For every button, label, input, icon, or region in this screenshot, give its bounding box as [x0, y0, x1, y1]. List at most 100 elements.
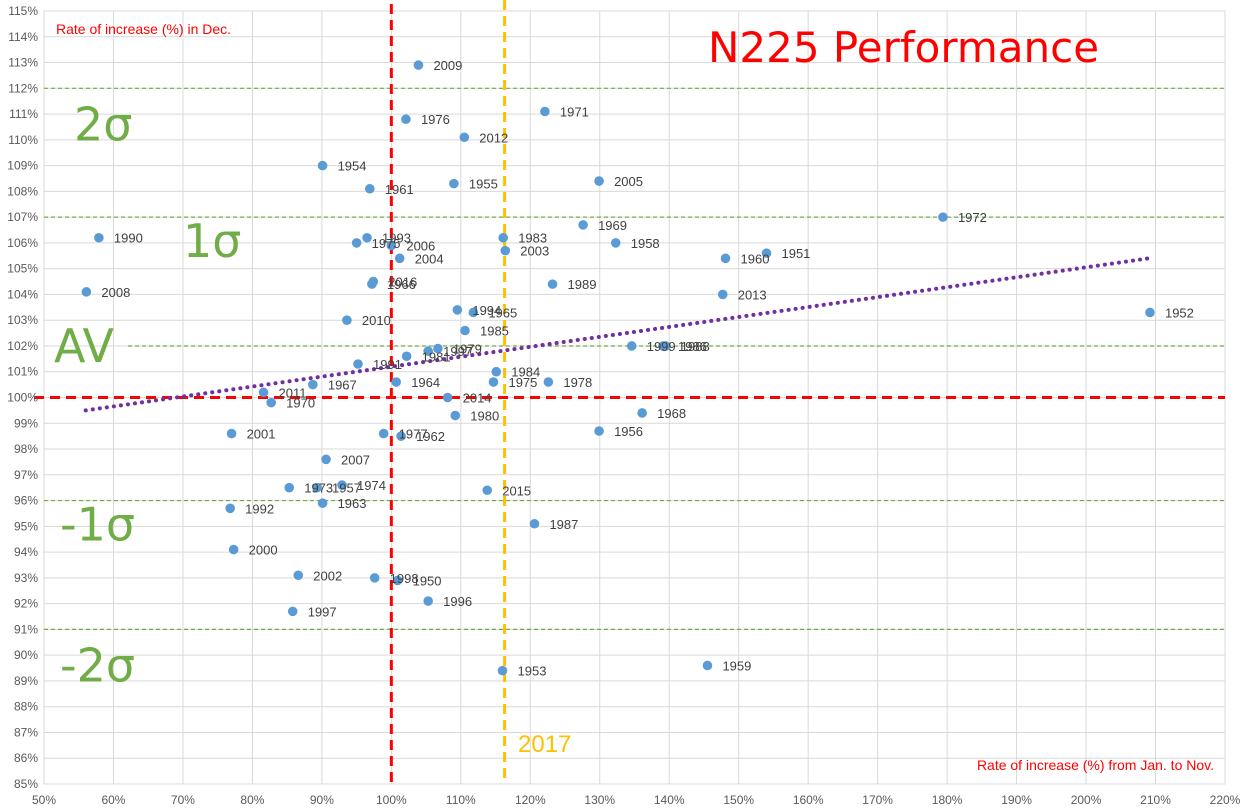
data-point	[94, 232, 104, 243]
data-point	[610, 238, 621, 248]
data-point	[226, 428, 237, 439]
data-point-label: 2008	[101, 285, 130, 300]
data-point	[452, 305, 463, 315]
data-point-label: 1992	[245, 501, 274, 516]
y-tick-label: 112%	[8, 81, 38, 95]
data-point	[497, 665, 508, 676]
y-tick-label: 105%	[7, 262, 38, 276]
data-point-label: 1962	[416, 429, 445, 444]
data-point	[442, 392, 453, 403]
y-tick-label: 88%	[14, 700, 38, 714]
trendline-path	[83, 256, 1151, 413]
data-point-label: 2005	[614, 174, 643, 189]
y-tick-label: 87%	[14, 725, 38, 739]
y-axis-label: Rate of increase (%) in Dec.	[56, 21, 231, 37]
data-point	[287, 606, 298, 617]
data-point	[396, 431, 406, 441]
y-tick-label: 104%	[7, 287, 38, 301]
data-point-label: 1970	[286, 396, 315, 411]
x-tick-label: 120%	[515, 793, 546, 807]
data-point-label: 1999	[647, 339, 676, 354]
y-tick-label: 99%	[14, 416, 38, 430]
point-labels: 2009 1971 1976 2012 1954 2005 1955 1961 1972 1969…	[101, 58, 1194, 679]
x-tick-label: 190%	[1001, 793, 1032, 807]
data-point	[449, 178, 459, 189]
x-tick-label: 60%	[101, 793, 125, 807]
sigma-lines	[44, 87, 1225, 631]
data-point	[468, 307, 479, 318]
data-point	[365, 183, 375, 194]
data-point-label: 1984	[511, 365, 540, 380]
data-point-label: 1961	[385, 182, 414, 197]
data-point-label: 2001	[247, 427, 276, 442]
data-point	[491, 366, 502, 377]
sigma-label: AV	[54, 319, 115, 373]
x-tick-label: 210%	[1140, 793, 1171, 807]
data-point-label: 2006	[406, 238, 435, 253]
x-tick-label: 180%	[932, 793, 963, 807]
data-point	[594, 426, 604, 436]
data-point-label: 1952	[1165, 305, 1194, 320]
data-point-label: 2012	[479, 130, 508, 145]
data-point-label: 1959	[722, 658, 751, 673]
data-point-label: 2004	[415, 251, 444, 266]
data-point-label: 1966	[387, 277, 416, 292]
chart-title: N225 Performance	[708, 23, 1099, 72]
data-point	[459, 132, 470, 143]
data-point-label: 1990	[114, 231, 143, 246]
data-point	[529, 518, 540, 529]
y-tick-label: 96%	[14, 494, 38, 508]
y-tick-label: 110%	[8, 133, 38, 147]
x-tick-label: 170%	[862, 793, 893, 807]
data-point-label: 1972	[958, 210, 987, 225]
data-point	[401, 351, 412, 362]
trendline	[83, 256, 1151, 413]
data-point	[284, 482, 295, 493]
data-point-label: 1954	[338, 159, 367, 174]
data-point	[543, 377, 554, 387]
data-point-label: 1976	[421, 112, 450, 127]
data-point-label: 1956	[614, 424, 643, 439]
y-tick-label: 85%	[14, 777, 38, 791]
data-point-label: 2003	[520, 244, 549, 259]
x-tick-label: 220%	[1210, 793, 1241, 807]
data-point-label: 1965	[488, 305, 517, 320]
x-tick-label: 110%	[446, 793, 476, 807]
data-point	[660, 341, 671, 351]
data-point	[1145, 307, 1155, 318]
x-tick-label: 100%	[376, 793, 407, 807]
sigma-label: -1σ	[60, 498, 135, 552]
y-tick-label: 93%	[14, 571, 38, 585]
data-point	[401, 114, 411, 125]
data-point-label: 1994	[472, 303, 501, 318]
data-point-label: 1989	[568, 277, 597, 292]
y-tick-label: 107%	[7, 210, 38, 224]
x-tick-label: 80%	[240, 793, 264, 807]
data-point-label: 2009	[433, 58, 462, 73]
data-point	[353, 359, 363, 369]
data-point	[368, 276, 379, 287]
data-point-label: 2016	[388, 275, 417, 290]
data-point-label: 1960	[741, 251, 770, 266]
reference-lines	[34, 0, 1225, 784]
x-tick-label: 90%	[310, 793, 334, 807]
data-point-label: 1958	[631, 236, 660, 251]
data-point	[369, 573, 380, 583]
data-point	[394, 253, 405, 264]
data-point-label: 1980	[470, 409, 499, 424]
data-point	[391, 377, 402, 387]
sigma-label: 2σ	[74, 97, 132, 151]
data-point	[498, 232, 509, 243]
x-tick-label: 140%	[654, 793, 685, 807]
data-point	[423, 346, 433, 356]
data-point-label: 2014	[463, 391, 492, 406]
data-point-label: 1978	[563, 375, 592, 390]
x-tick-label: 160%	[793, 793, 824, 807]
y-tick-label: 91%	[14, 622, 38, 636]
year-marker-label: 2017	[518, 731, 571, 758]
data-point-label: 1998	[390, 571, 419, 586]
y-tick-label: 101%	[7, 365, 38, 379]
data-point-label: 1983	[518, 231, 547, 246]
y-tick-label: 102%	[7, 339, 38, 353]
data-point-label: 2000	[249, 543, 278, 558]
